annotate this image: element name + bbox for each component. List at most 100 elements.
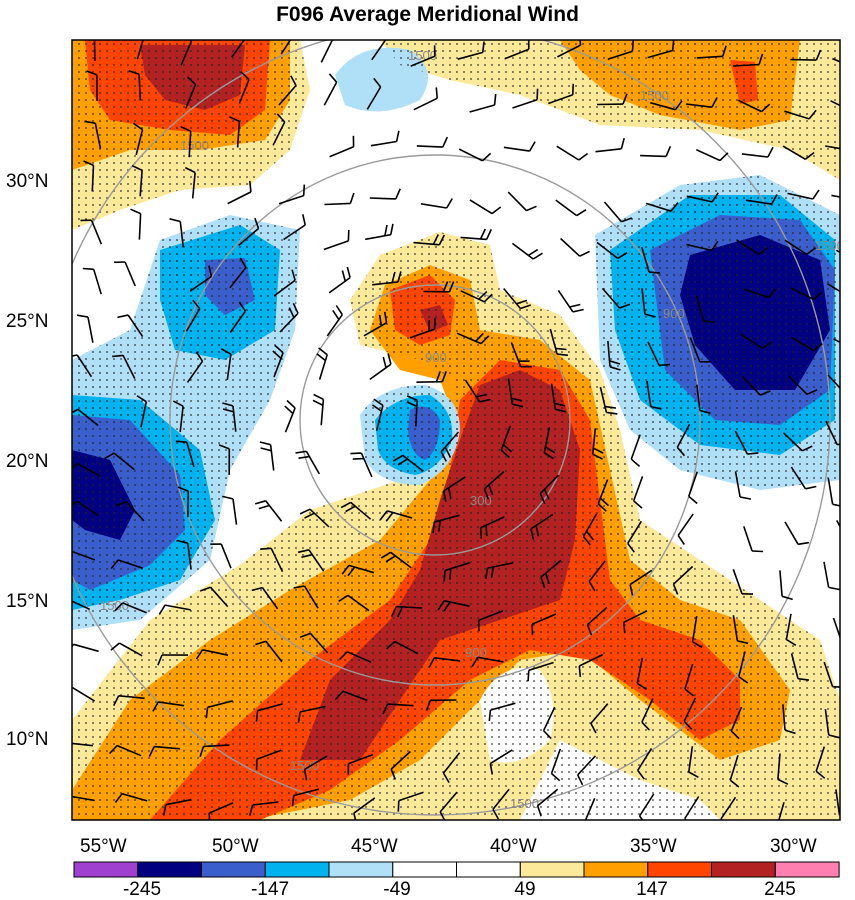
wind-barb-shaft	[284, 407, 296, 433]
wind-barb-feather	[530, 528, 535, 540]
wind-barb-shaft	[116, 744, 142, 757]
wind-barb-feather	[382, 356, 387, 368]
lon-tick-label: 55°W	[80, 836, 127, 857]
wind-barb-shaft	[640, 154, 667, 158]
wind-barb-feather	[485, 229, 493, 240]
wind-barb-shaft	[318, 354, 328, 380]
wind-barb-feather	[115, 500, 127, 507]
wind-barb-shaft	[236, 121, 241, 148]
wind-barb-feather	[808, 109, 817, 120]
wind-barb-feather	[442, 772, 450, 784]
wind-barb-feather	[851, 141, 855, 151]
wind-barb-shaft	[730, 706, 743, 732]
wind-barb-feather	[684, 688, 695, 697]
wind-barb-shaft	[779, 570, 783, 597]
wind-barb-shaft	[740, 333, 764, 350]
wind-barb-shaft	[371, 40, 387, 61]
wind-barb-feather	[380, 551, 392, 559]
wind-barb-shaft	[684, 663, 694, 690]
wind-barb-shaft	[676, 424, 691, 448]
wind-barb-feather	[380, 29, 386, 38]
wind-barb-feather	[582, 536, 591, 546]
wind-barb-feather	[711, 240, 719, 251]
wind-barb-feather	[390, 223, 394, 235]
wind-barb-shaft	[734, 471, 741, 498]
lon-tick-label: 40°W	[490, 836, 537, 857]
wind-barb-shaft	[390, 551, 412, 569]
longitude-axis: 55°W 50°W 45°W 40°W 35°W 30°W	[80, 836, 817, 857]
wind-barb-shaft	[636, 657, 644, 684]
wind-barb-shaft	[480, 516, 505, 529]
wind-barb-feather	[479, 527, 483, 539]
wind-barb-shaft	[464, 379, 481, 403]
wind-barb-shaft	[72, 742, 93, 747]
wind-barb-shaft	[439, 791, 458, 813]
wind-barb-shaft	[784, 239, 808, 255]
wind-barb-shaft	[305, 450, 320, 475]
wind-barb-feather	[688, 771, 699, 779]
colorbar-label: -147	[251, 879, 289, 900]
colorbar-swatch	[328, 861, 394, 878]
wind-barb-feather	[295, 450, 307, 454]
wind-barb-shaft	[90, 219, 103, 245]
wind-barb-feather	[128, 70, 140, 76]
wind-barb-shaft	[688, 746, 694, 773]
ring-label: 1500	[100, 598, 129, 613]
wind-barb-feather	[335, 690, 344, 701]
wind-barb-shaft	[390, 750, 411, 770]
wind-barb-feather	[641, 721, 651, 731]
lon-tick-label: 50°W	[212, 836, 259, 857]
wind-barb-feather	[739, 496, 752, 500]
wind-barb-shaft	[165, 798, 192, 806]
wind-barb-feather	[535, 525, 540, 537]
colorbar-label: -49	[383, 879, 410, 900]
wind-barb-feather	[544, 573, 550, 584]
wind-barb-shaft	[733, 63, 760, 67]
wind-barb-feather	[254, 500, 266, 505]
wind-barb-shaft	[119, 642, 143, 657]
wind-barb-feather	[839, 814, 840, 817]
wind-barb-feather	[152, 701, 159, 712]
wind-barb-shaft	[369, 197, 396, 200]
wind-barb-feather	[195, 351, 204, 362]
wind-barb-shaft	[688, 471, 698, 497]
wind-barb-feather	[815, 49, 822, 61]
wind-barb-feather	[397, 800, 400, 812]
wind-barb-feather	[117, 314, 129, 319]
colorbar-swatch	[201, 861, 266, 878]
wind-barb-feather	[761, 103, 771, 113]
wind-barb-shaft	[179, 221, 185, 248]
wind-barb-feather	[72, 354, 78, 357]
wind-barb-feather	[240, 71, 250, 80]
wind-barb-shaft	[188, 131, 192, 158]
wind-barb-shaft	[164, 604, 191, 611]
wind-barb-shaft	[270, 547, 284, 573]
wind-barb-feather	[290, 75, 297, 86]
wind-barb-feather	[346, 266, 351, 278]
wind-barb-feather	[299, 632, 311, 638]
wind-barb-feather	[110, 559, 119, 570]
wind-barb-shaft	[93, 40, 96, 61]
wind-barb-feather	[516, 299, 528, 305]
wind-barb-feather	[444, 446, 451, 458]
wind-barb-shaft	[557, 289, 574, 313]
wind-barb-feather	[371, 404, 382, 412]
wind-barb-feather	[373, 398, 384, 407]
wind-barb-feather	[527, 670, 530, 682]
wind-barb-feather	[711, 97, 718, 108]
wind-barb-feather	[112, 354, 124, 358]
wind-barb-shaft	[73, 643, 99, 653]
wind-barb-shaft	[396, 605, 423, 609]
wind-barb-shaft	[743, 526, 753, 552]
wind-barb-shaft	[76, 500, 100, 517]
wind-barb-feather	[259, 441, 271, 446]
wind-barb-feather	[805, 485, 817, 490]
wind-barb-shaft	[630, 434, 641, 460]
wind-barb-shaft	[729, 755, 739, 781]
wind-barb-shaft	[627, 520, 642, 544]
wind-barb-shaft	[641, 698, 654, 723]
wind-barb-shaft	[278, 84, 297, 106]
wind-barb-shaft	[320, 40, 334, 63]
wind-barb-feather	[849, 542, 855, 544]
wind-barb-feather	[623, 622, 626, 634]
